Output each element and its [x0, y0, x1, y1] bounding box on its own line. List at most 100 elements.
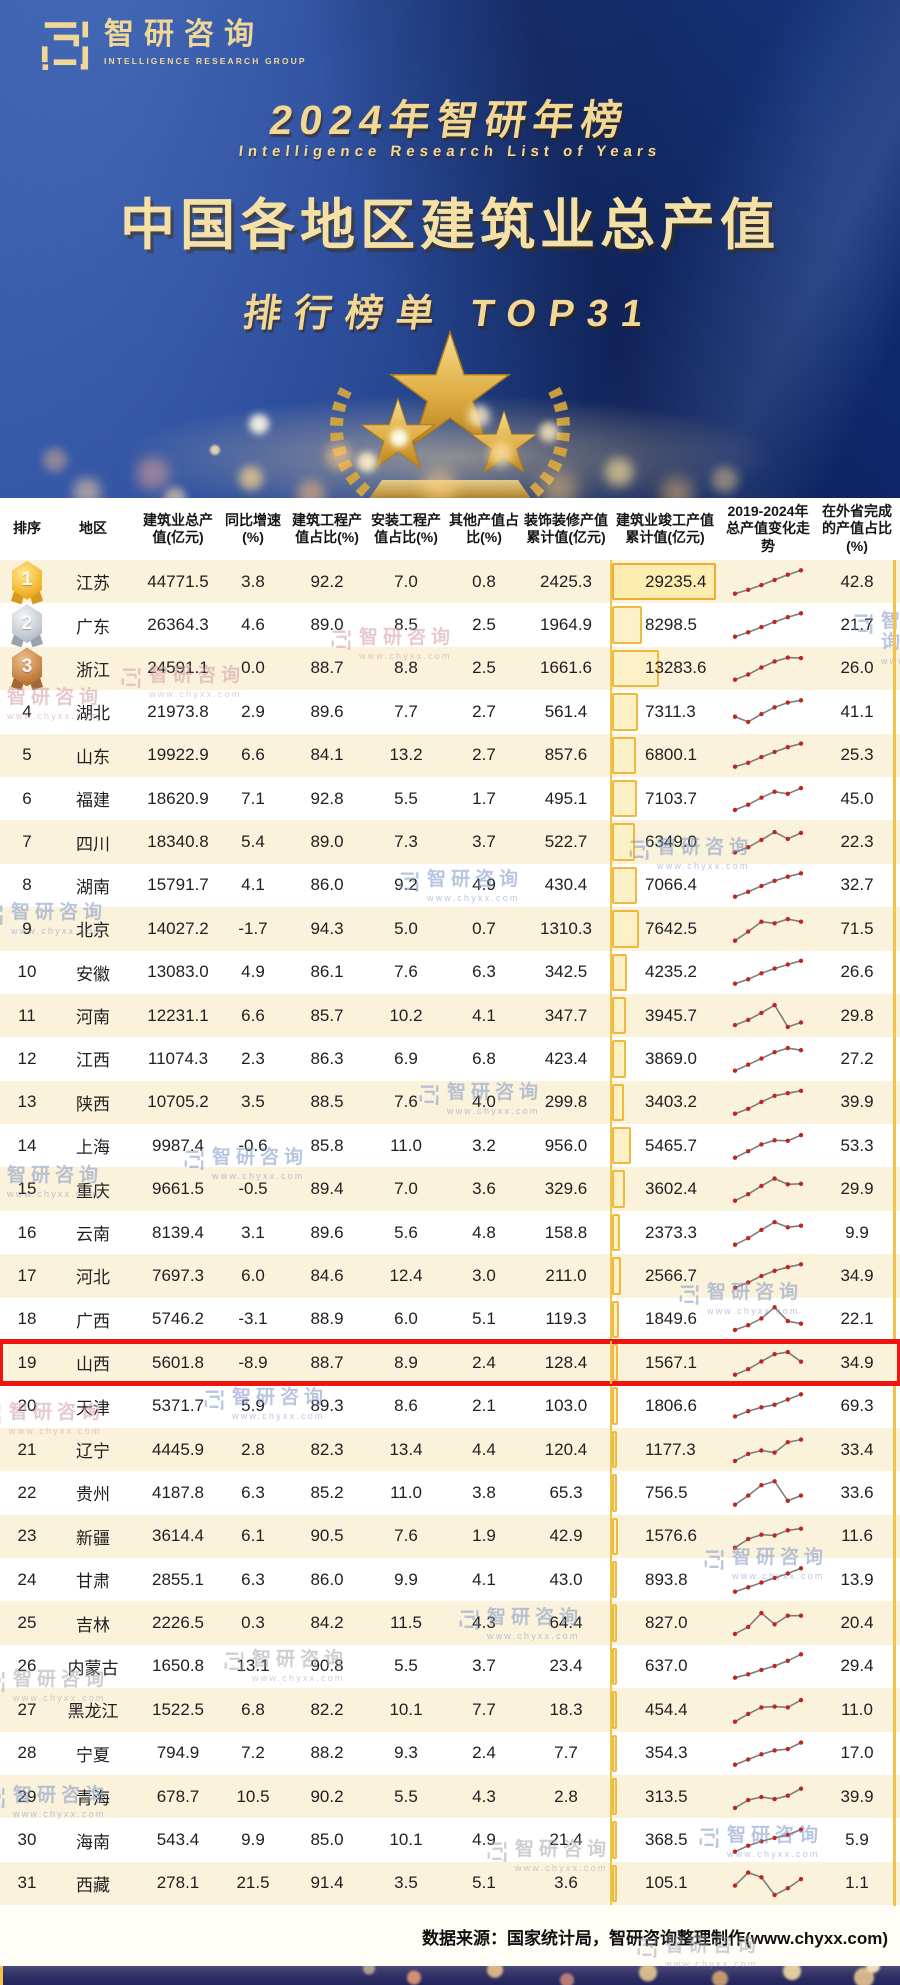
cell-total-output: 5746.2 — [152, 1309, 204, 1329]
cell-other-pct: 4.0 — [472, 1092, 496, 1112]
trend-sparkline-icon — [732, 1478, 804, 1507]
cell-total-output: 12231.1 — [147, 1005, 209, 1025]
cell-total-output: 2226.5 — [152, 1613, 204, 1633]
cell-installation-pct: 7.7 — [394, 701, 418, 721]
trend-sparkline-icon — [732, 958, 804, 987]
table-row: 12 江西 11074.3 2.3 86.3 6.9 6.8 423.4 3869.0 27.2 — [0, 1037, 900, 1081]
table-row: 15 重庆 9661.5 -0.5 89.4 7.0 3.6 329.6 3602.4 29.9 — [0, 1167, 900, 1211]
table-row: 22 贵州 4187.8 6.3 85.2 11.0 3.8 65.3 756.5 33.6 — [0, 1471, 900, 1515]
cell-completed-value: 2566.7 — [610, 1254, 720, 1298]
cell-rank: 19 — [17, 1352, 37, 1372]
cell-total-output: 18340.8 — [147, 832, 209, 852]
cell-decoration-value: 65.3 — [549, 1482, 583, 1502]
cell-completed-value: 1567.1 — [610, 1341, 720, 1385]
cell-region: 山西 — [76, 1355, 110, 1375]
completed-value-bar — [612, 779, 638, 818]
table-row: 31 西藏 278.1 21.5 91.4 3.5 5.1 3.6 105.1 1.1 — [0, 1861, 900, 1906]
cell-region: 四川 — [76, 834, 110, 854]
cell-trend-sparkline — [720, 1735, 816, 1771]
trend-sparkline-icon — [732, 741, 804, 770]
cell-yoy-growth: 5.4 — [241, 832, 265, 852]
column-header: 2019-2024年总产值变化走势 — [726, 502, 810, 554]
cell-rank: 31 — [17, 1873, 37, 1893]
table-row-highlighted: 19 山西 5601.8 -8.9 88.7 8.9 2.4 128.4 1567.1 34.9 — [0, 1339, 900, 1387]
cell-completed-value: 756.5 — [610, 1471, 720, 1515]
trend-sparkline-icon — [732, 697, 804, 724]
data-source-footer: 数据来源：国家统计局，智研咨询整理制作(www.chyxx.com) — [0, 1906, 900, 1966]
cell-installation-pct: 6.9 — [394, 1048, 418, 1068]
cell-total-output: 44771.5 — [147, 571, 209, 591]
cell-installation-pct: 11.0 — [390, 1482, 422, 1502]
table-row: 23 新疆 3614.4 6.1 90.5 7.6 1.9 42.9 1576.6 11.6 — [0, 1514, 900, 1558]
cell-construction-pct: 88.5 — [310, 1092, 344, 1112]
cell-yoy-growth: -0.5 — [238, 1179, 268, 1199]
cell-trend-sparkline — [720, 1215, 816, 1251]
cell-rank: 5 — [22, 745, 32, 765]
cell-installation-pct: 5.5 — [394, 788, 418, 808]
cell-trend-sparkline — [720, 1432, 816, 1468]
cell-outside-province-pct: 41.1 — [840, 701, 874, 721]
cell-rank: 10 — [17, 962, 37, 982]
cell-yoy-growth: 7.1 — [241, 788, 265, 808]
cell-region: 甘肃 — [76, 1572, 110, 1592]
cell-rank: 28 — [17, 1743, 37, 1763]
cell-trend-sparkline — [720, 607, 816, 643]
completed-value-bar — [612, 1213, 621, 1252]
cell-decoration-value: 21.4 — [549, 1830, 583, 1850]
cell-rank: 7 — [22, 832, 32, 852]
cell-other-pct: 3.8 — [472, 1482, 496, 1502]
bokeh-lights — [210, 445, 220, 455]
english-title: Intelligence Research List of Years — [237, 143, 663, 160]
cell-outside-province-pct: 29.8 — [840, 1005, 874, 1025]
trend-sparkline-icon — [732, 916, 804, 943]
cell-outside-province-pct: 69.3 — [840, 1396, 874, 1416]
cell-other-pct: 2.7 — [472, 701, 496, 721]
cell-yoy-growth: 6.6 — [241, 1005, 265, 1025]
table-row: 24 甘肃 2855.1 6.3 86.0 9.9 4.1 43.0 893.8 13.9 — [0, 1557, 900, 1602]
trend-sparkline-icon — [732, 1652, 804, 1681]
cell-completed-value: 105.1 — [610, 1861, 720, 1906]
cell-installation-pct: 11.5 — [390, 1613, 422, 1633]
table-header: 排序 地区 建筑业总产值(亿元) 同比增速(%) 建筑工程产值占比(%) 安装工程产值占比… — [0, 498, 900, 560]
cell-trend-sparkline — [720, 1562, 816, 1598]
column-header: 建筑业总产值(亿元) — [143, 511, 213, 546]
cell-construction-pct: 86.3 — [310, 1048, 344, 1068]
completed-value-bar — [612, 1647, 617, 1686]
cell-decoration-value: 430.4 — [544, 875, 588, 895]
cell-trend-sparkline — [720, 1388, 816, 1424]
column-header: 建筑业竣工产值累计值(亿元) — [616, 511, 714, 546]
cell-completed-value: 893.8 — [610, 1557, 720, 1602]
cell-trend-sparkline — [720, 1171, 816, 1207]
column-header: 建筑工程产值占比(%) — [292, 511, 362, 546]
trend-sparkline-icon — [732, 1610, 804, 1637]
cell-construction-pct: 84.1 — [310, 745, 344, 765]
completed-value-bar — [612, 1257, 622, 1295]
cell-construction-pct: 85.0 — [310, 1830, 344, 1850]
cell-rank: 22 — [17, 1482, 37, 1502]
cell-rank: 30 — [17, 1830, 37, 1850]
cell-installation-pct: 6.0 — [394, 1309, 418, 1329]
cell-outside-province-pct: 20.4 — [840, 1613, 874, 1633]
cell-completed-value: 7066.4 — [610, 863, 720, 908]
completed-value-bar — [612, 910, 640, 948]
cell-rank: 26 — [17, 1656, 37, 1676]
cell-yoy-growth: 3.8 — [241, 571, 265, 591]
cell-region: 福建 — [76, 791, 110, 811]
cell-outside-province-pct: 1.1 — [845, 1873, 869, 1893]
trend-sparkline-icon — [732, 1002, 804, 1029]
cell-completed-value: 1806.6 — [610, 1384, 720, 1428]
cell-outside-province-pct: 45.0 — [840, 788, 874, 808]
completed-value-bar — [612, 1040, 626, 1078]
cell-decoration-value: 1310.3 — [540, 918, 592, 938]
cell-completed-value: 827.0 — [610, 1601, 720, 1645]
cell-other-pct: 4.4 — [472, 1439, 496, 1459]
table-row: 18 广西 5746.2 -3.1 88.9 6.0 5.1 119.3 1849.6 22.1 — [0, 1297, 900, 1342]
cell-trend-sparkline — [720, 954, 816, 990]
cell-total-output: 10705.2 — [147, 1092, 209, 1112]
cell-other-pct: 2.5 — [472, 615, 496, 635]
cell-total-output: 21973.8 — [147, 701, 209, 721]
cell-decoration-value: 211.0 — [545, 1265, 587, 1285]
cell-decoration-value: 857.6 — [544, 745, 588, 765]
completed-value-bar — [612, 1821, 617, 1859]
cell-rank: 14 — [17, 1135, 37, 1155]
